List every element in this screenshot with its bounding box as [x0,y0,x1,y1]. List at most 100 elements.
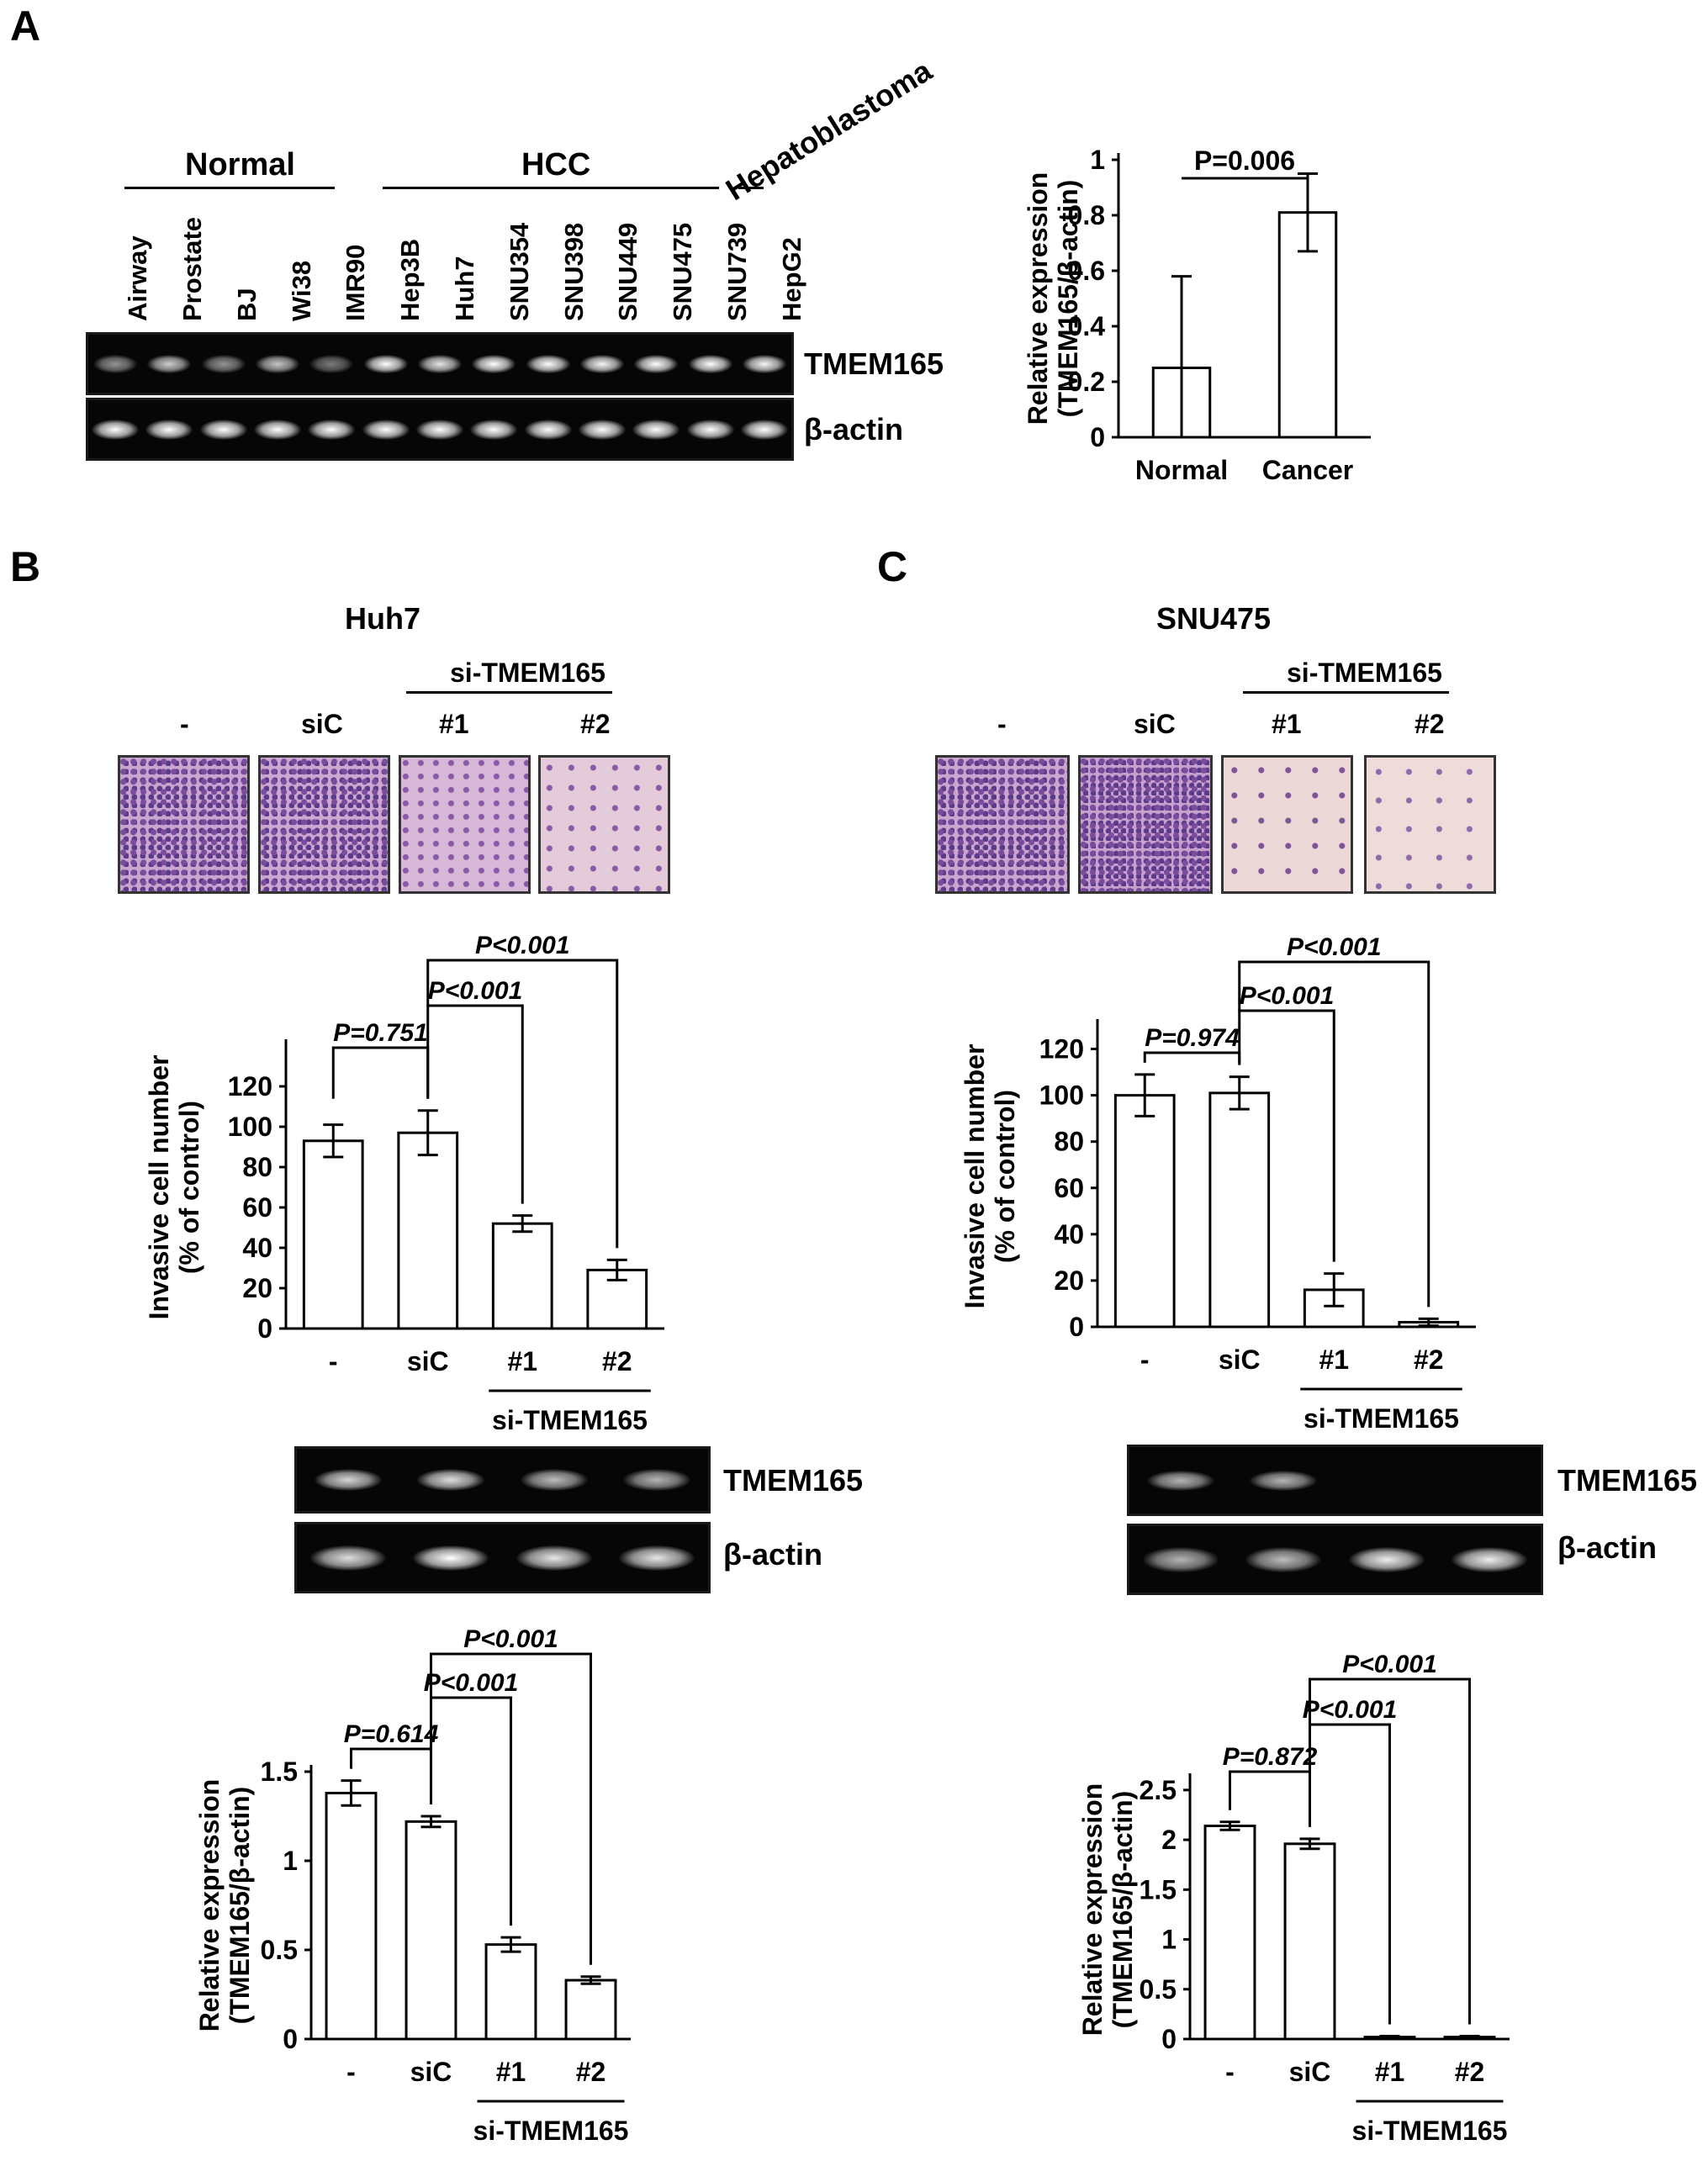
y-axis-label: Invasive cell number(% of control) [960,1044,1020,1309]
gel-band [93,354,138,373]
gel-label-actin-c: β-actin [1557,1530,1657,1565]
x-tick-label: #2 [576,2057,606,2087]
gel-band [686,419,734,440]
photo-label-c-1: siC [1134,709,1176,739]
group-label: si-TMEM165 [473,2116,629,2146]
p-value-label: P<0.001 [475,932,570,959]
lane-label: IMR90 [341,244,371,321]
y-tick-label: 0 [283,2024,298,2054]
p-value-label: P<0.001 [1303,1696,1398,1724]
gel-band [147,354,192,373]
y-axis-label-line: Relative expression [194,1779,225,2032]
gel-band [92,419,140,440]
bar [1113,1094,1176,1329]
x-tick-label: Normal [1135,455,1228,485]
lane-label: SNU739 [722,222,752,321]
chart-panel-c-invasion: 0 20 40 60 80 100 120 Invasive cell number(% of… [960,933,1476,1429]
group-line-normal [124,187,335,189]
group-label-hepatoblastoma: Hepatoblastoma [719,52,938,208]
y-axis-label-line: Invasive cell number [144,1055,174,1320]
gel-band [308,419,356,440]
gel-band [201,354,246,373]
x-tick-label: siC [1289,2057,1331,2087]
gel-band [310,1545,387,1571]
y-tick-label: 0.4 [1068,311,1106,341]
y-tick-label: 0.5 [261,1935,298,1965]
y-tick-label: 1 [283,1846,298,1876]
y-tick-label: 2.5 [1140,1775,1177,1805]
gel-band [632,419,680,440]
gel-band [1245,1546,1322,1572]
x-tick-label: #2 [1455,2057,1485,2087]
significance-bracket [1309,1723,1391,2025]
panel-c-title: SNU475 [1156,601,1272,636]
lane-label: BJ [231,288,262,321]
gel-band [634,354,679,373]
x-tick-label: #2 [602,1346,632,1376]
group-label: si-TMEM165 [1303,1403,1459,1429]
gel-band [524,419,572,440]
gel-band [416,419,463,440]
gel-actin-panel-b [294,1522,711,1593]
y-tick-label: 2 [1161,1825,1177,1855]
y-axis-label-line: Relative expression [1077,1783,1108,2037]
x-tick-label: siC [1219,1345,1261,1375]
y-tick-label: 0.5 [1140,1974,1177,2005]
y-tick-label: 20 [242,1273,272,1303]
gel-band [742,354,786,373]
lane-label: Hep3B [395,238,426,321]
p-value-label: P=0.974 [1145,1024,1240,1052]
gel-band [622,1469,690,1491]
photo-label-c-3: #2 [1415,709,1445,739]
photo-label-c-2: #1 [1272,709,1302,739]
significance-bracket [1238,1009,1335,1262]
gel-band [618,1545,695,1571]
p-value-label: P<0.001 [428,977,523,1005]
group-label-hcc: HCC [521,147,591,182]
invasion-photo-b-si1 [399,755,531,894]
panel-letter-c: C [877,543,908,590]
invasion-photo-c-control [935,755,1070,894]
panel-b-si-line [406,691,612,694]
gel-band [199,419,247,440]
significance-bracket [1309,1677,1471,2025]
panel-c-si-line [1243,691,1449,694]
y-tick-label: 1 [1090,145,1105,175]
p-value-label: P=0.006 [1194,145,1295,176]
y-axis-label: Invasive cell number(% of control) [144,1055,204,1320]
significance-bracket [1238,960,1430,1308]
bar [397,1131,459,1330]
y-tick-label: 60 [242,1192,272,1223]
significance-bracket [1229,1770,1311,1810]
gel-band [418,354,462,373]
x-tick-label: #1 [1375,2057,1405,2087]
x-tick-label: - [1140,1345,1150,1375]
lane-label: SNU398 [558,222,589,321]
y-tick-label: 0 [257,1313,272,1344]
gel-tmem165-panel-b [294,1446,711,1514]
lane-label: Prostate [177,216,208,321]
lane-label: HepG2 [776,237,806,321]
gel-band [579,354,624,373]
y-tick-label: 1.5 [1140,1874,1177,1904]
y-tick-label: 1.5 [261,1757,298,1787]
gel-band [363,354,408,373]
x-tick-label: - [1225,2057,1235,2087]
y-tick-label: 0 [1069,1312,1084,1342]
gel-band [1348,1546,1425,1572]
significance-bracket [430,1652,592,1965]
y-tick-label: 0 [1161,2024,1177,2054]
gel-band [362,419,410,440]
p-value-label: P<0.001 [1287,933,1382,961]
significance-bracket [430,1696,512,1926]
gel-label-tmem165-b: TMEM165 [723,1463,864,1498]
bar [491,1222,553,1330]
bar [1283,1842,1336,2041]
gel-actin-panel-a [86,398,794,461]
p-value-label: P=0.872 [1223,1743,1318,1771]
panel-b-si-label: si-TMEM165 [450,658,605,688]
y-tick-label: 100 [1039,1080,1084,1111]
y-tick-label: 0.8 [1068,200,1105,230]
gel-band [145,419,193,440]
